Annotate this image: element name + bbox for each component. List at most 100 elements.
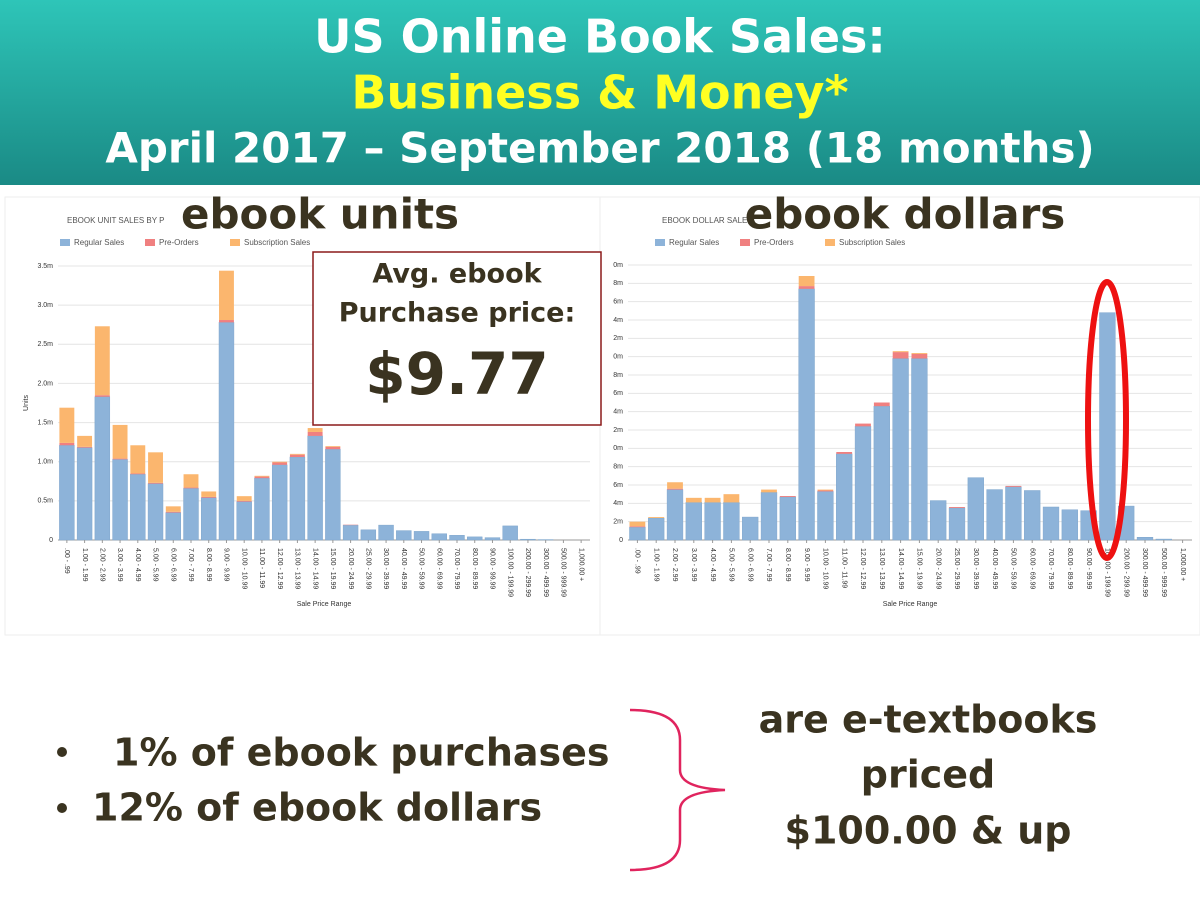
x-tick-label: 15.00 - 19.99	[916, 548, 923, 589]
callout-value: $9.77	[365, 340, 548, 408]
x-tick-label: 60.00 - 69.99	[435, 548, 442, 589]
bar-segment	[236, 501, 252, 541]
bar-segment	[148, 452, 163, 483]
bar-segment	[817, 491, 834, 541]
x-tick-label: 300.00 - 499.99	[1141, 548, 1148, 597]
x-tick-label: 500.00 - 999.99	[1160, 548, 1167, 597]
bar-segment	[949, 507, 965, 508]
legend-label: Pre-Orders	[754, 238, 794, 247]
x-tick-label: 8.00 - 8.99	[784, 548, 791, 582]
bar-segment	[289, 453, 305, 455]
bar-segment	[272, 462, 288, 465]
bar-segment	[254, 477, 270, 541]
x-tick-label: 5.00 - 5.99	[152, 548, 159, 582]
bar-segment	[201, 496, 217, 498]
bar-segment	[77, 446, 93, 448]
callout-box	[312, 251, 602, 426]
x-tick-label: 12.00 - 12.99	[859, 548, 866, 589]
bar-segment	[325, 448, 341, 541]
x-tick-label: 80.00 - 89.99	[471, 548, 478, 589]
bar-segment	[236, 500, 252, 502]
highlight-ellipse	[1085, 279, 1129, 561]
bar-segment	[271, 464, 288, 541]
x-tick-label: 4.00 - 4.99	[709, 548, 716, 582]
y-tick-label: 6m	[613, 482, 623, 489]
x-tick-label: 1,000.00 +	[1179, 548, 1186, 581]
y-tick-label: 1.0m	[37, 459, 53, 466]
bar-segment	[59, 407, 75, 443]
legend-swatch	[740, 239, 750, 246]
x-tick-label: .00 - .99	[634, 548, 641, 574]
bar-segment	[854, 426, 872, 541]
x-tick-label: 3.00 - 3.99	[116, 548, 123, 582]
bar-segment	[165, 506, 181, 512]
x-tick-label: 5.00 - 5.99	[728, 548, 735, 582]
bar-segment	[413, 531, 430, 541]
bar-segment	[183, 474, 199, 488]
bar-segment	[325, 446, 341, 447]
y-tick-label: 0m	[613, 445, 623, 452]
y-tick-label: 3.5m	[37, 263, 53, 270]
x-tick-label: 7.00 - 7.99	[187, 548, 194, 582]
x-tick-label: 20.00 - 24.99	[934, 548, 941, 589]
bar-segment	[201, 491, 217, 497]
bar-segment	[1005, 486, 1022, 541]
bar-segment	[236, 496, 252, 501]
header-band	[0, 0, 1200, 185]
x-tick-label: 500.00 - 999.99	[560, 548, 567, 597]
bar-segment	[1099, 312, 1116, 541]
bullet-dot	[57, 803, 67, 813]
x-tick-label: 40.00 - 49.99	[991, 548, 998, 589]
bar-segment	[307, 431, 323, 436]
y-tick-label: 0m	[613, 262, 623, 269]
y-tick-label: 6m	[613, 299, 623, 306]
bar-segment	[219, 270, 234, 321]
bar-segment	[873, 402, 890, 407]
x-tick-label: 60.00 - 69.99	[1028, 548, 1035, 589]
bar-segment	[892, 352, 909, 359]
y-tick-label: 0	[619, 537, 623, 544]
bar-segment	[667, 488, 683, 490]
note-text: $100.00 & up	[785, 809, 1072, 853]
y-tick-label: 1.5m	[37, 419, 53, 426]
bar-segment	[396, 530, 412, 541]
x-tick-label: 40.00 - 49.99	[400, 548, 407, 589]
title-dates: April 2017 – September 2018 (18 months)	[105, 124, 1094, 173]
bar-segment	[307, 428, 323, 432]
legend-label: Subscription Sales	[244, 238, 310, 247]
bar-segment	[1024, 490, 1041, 541]
y-tick-label: 4m	[613, 500, 623, 507]
x-tick-label: 4.00 - 4.99	[134, 548, 141, 582]
y-tick-label: 8m	[613, 280, 623, 287]
x-tick-label: 80.00 - 89.99	[1066, 548, 1073, 589]
x-tick-label: 100.00 - 199.99	[506, 548, 513, 597]
bar-segment	[94, 396, 111, 541]
y-tick-label: 0.5m	[37, 498, 53, 505]
bar-segment	[779, 496, 796, 541]
bar-segment	[761, 489, 777, 493]
legend-swatch	[145, 239, 155, 246]
x-tick-label: 70.00 - 79.99	[1047, 548, 1054, 589]
bar-segment	[742, 516, 759, 541]
y-tick-label: 2m	[613, 427, 623, 434]
x-tick-label: 25.00 - 29.99	[953, 548, 960, 589]
bar-segment	[77, 435, 93, 447]
x-tick-label: 12.00 - 12.99	[276, 548, 283, 589]
bar-segment	[911, 353, 928, 359]
bar-segment	[520, 538, 536, 541]
bar-segment	[431, 533, 447, 541]
panel-title: EBOOK UNIT SALES BY P	[67, 216, 165, 225]
x-tick-label: 8.00 - 8.99	[205, 548, 212, 582]
bar-segment	[59, 445, 75, 541]
bar-segment	[165, 512, 181, 541]
x-tick-label: 14.00 - 14.99	[897, 548, 904, 589]
x-tick-label: 30.00 - 39.99	[382, 548, 389, 589]
legend-label: Regular Sales	[74, 238, 124, 247]
bar-segment	[59, 442, 75, 446]
y-tick-label: 2m	[613, 519, 623, 526]
legend-label: Regular Sales	[669, 238, 719, 247]
x-tick-label: 13.00 - 13.99	[878, 548, 885, 589]
x-tick-label: 1.00 - 1.99	[81, 548, 88, 582]
x-tick-label: 14.00 - 14.99	[311, 548, 318, 589]
bar-segment	[836, 452, 853, 454]
